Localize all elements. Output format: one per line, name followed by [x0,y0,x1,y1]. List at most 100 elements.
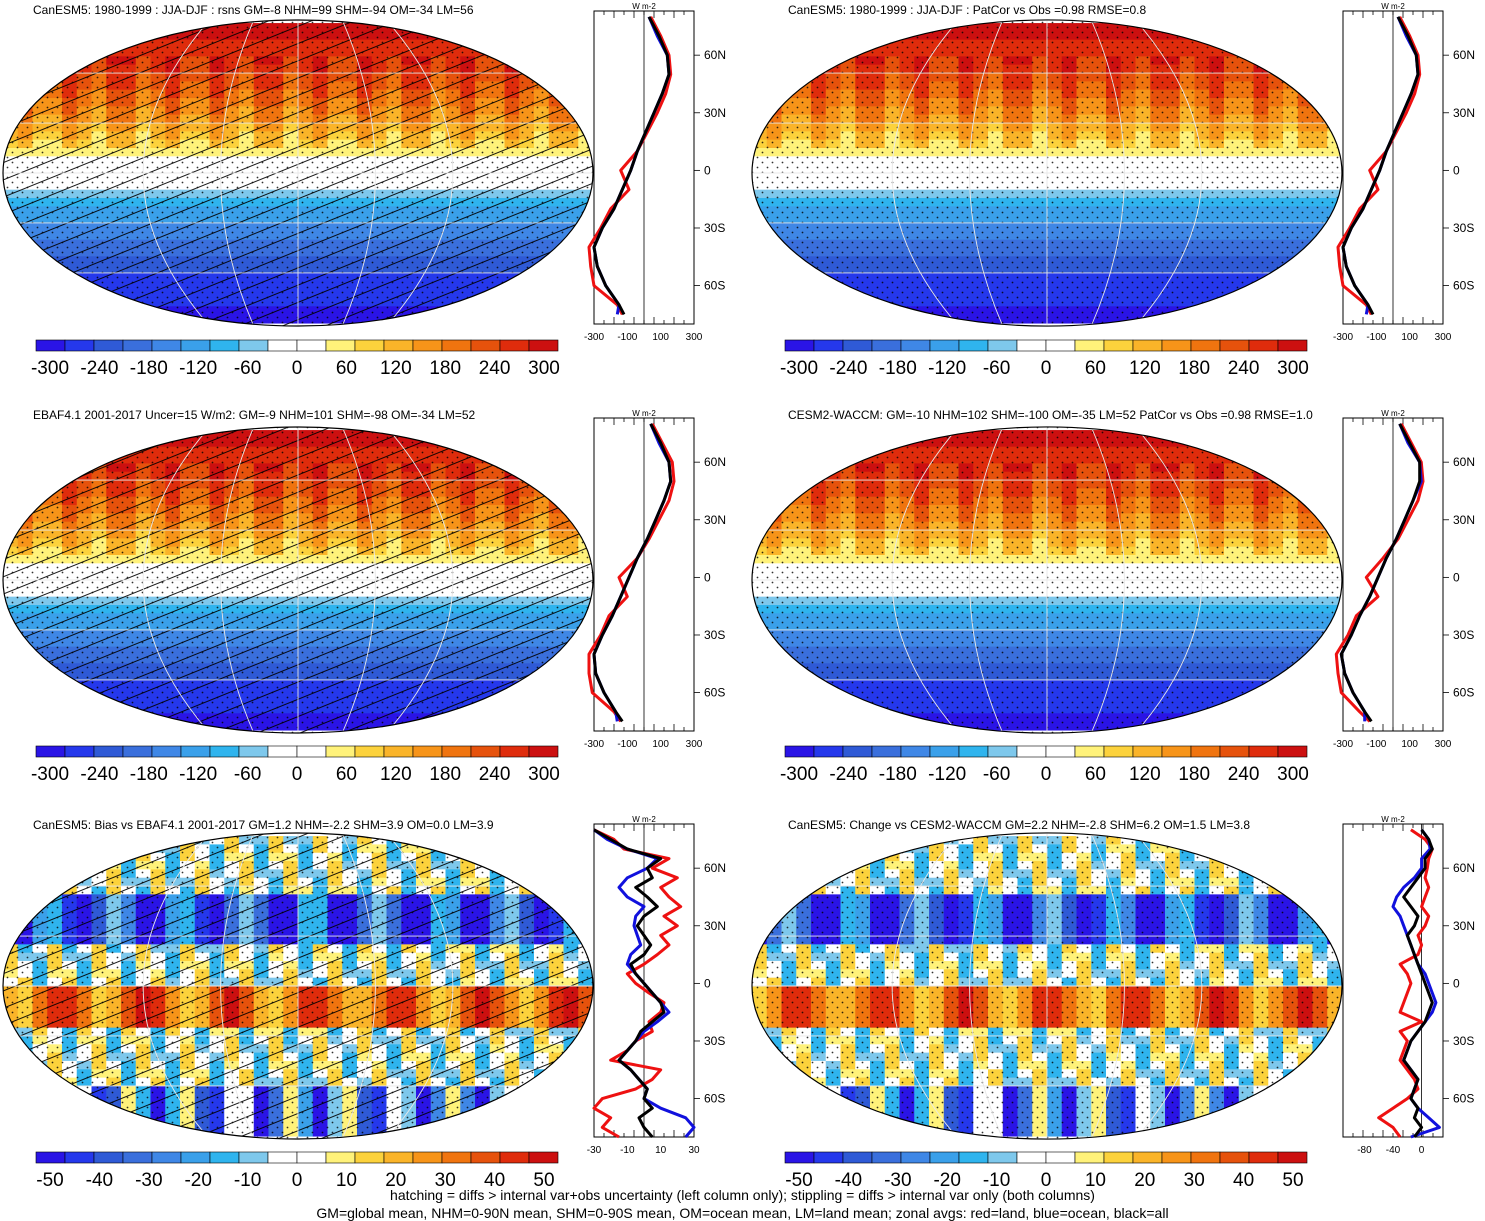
colorbar-tick-label: -60 [983,358,1010,379]
colorbar-box [209,1151,240,1164]
colorbar-box [470,1151,501,1164]
colorbar-box [987,339,1018,352]
colorbar-tick-label: -30 [884,1170,911,1191]
map [3,427,593,733]
colorbar-box [64,339,95,352]
colorbar-box [93,1151,124,1164]
colorbar-box [441,339,472,352]
colorbar-box [122,1151,153,1164]
colorbar-box [813,1151,844,1164]
colorbar-box [1277,745,1308,758]
zonal-series-all [592,16,671,316]
colorbar-tick-label: -300 [31,764,69,785]
colorbar-box [441,1151,472,1164]
panel-6: CanESM5: Change vs CESM2-WACCM GM=2.2 NH… [751,815,1475,1191]
colorbar-box [64,745,95,758]
colorbar-tick-label: -300 [780,358,818,379]
colorbar-box [209,339,240,352]
zonal-y-tick-label: 60S [704,1092,725,1106]
zonal-y-tick-label: 30N [1453,106,1475,120]
colorbar-tick-label: -120 [928,764,966,785]
colorbar-tick-label: 50 [1282,1170,1303,1191]
zonal-y-tick-label: 60S [704,279,725,293]
colorbar-tick-label: -60 [234,764,261,785]
map-outline [751,832,1343,1140]
zonal-x-tick-label: 10 [655,1145,667,1156]
colorbar-tick-label: -50 [785,1170,812,1191]
colorbar-tick-label: 0 [1041,764,1052,785]
colorbar-tick-label: -30 [135,1170,162,1191]
zonal-x-tick-label: -100 [1366,332,1386,343]
zonal-series-all [592,423,673,723]
colorbar-box [499,1151,530,1164]
zonal-plot: -300 -100 100 300 W m-2 60N 30N 0 30S 60S [584,2,726,343]
colorbar-box [900,339,931,352]
zonal-x-tick-label: -10 [620,1145,635,1156]
colorbar-box [987,745,1018,758]
colorbar-box [296,745,327,758]
colorbar-tick-label: -40 [86,1170,113,1191]
zonal-plot: -30 -10 10 30 W m-2 60N 30N 0 30S 60S [587,815,726,1156]
colorbar-box [784,339,815,352]
colorbar-box [499,339,530,352]
panel-1: CanESM5: 1980-1999 : JJA-DJF : rsns GM=-… [2,2,726,379]
zonal-plot: -300 -100 100 300 W m-2 60N 30N 0 30S 60S [584,409,726,750]
zonal-series-land [587,16,673,316]
colorbar-box [180,745,211,758]
colorbar-tick-label: 60 [336,358,357,379]
colorbar-tick-label: 180 [429,764,461,785]
zonal-x-tick-label: 100 [1401,332,1418,343]
colorbar-box [325,745,356,758]
colorbar-box [180,339,211,352]
zonal-y-tick-label: 30S [704,221,725,235]
zonal-plot: -300 -100 100 300 W m-2 60N 30N 0 30S 60S [1333,2,1475,343]
colorbar-tick-label: 300 [528,358,560,379]
colorbar-tick-label: 120 [380,764,412,785]
colorbar-box [1132,1151,1163,1164]
zonal-x-tick-label: -40 [1386,1145,1401,1156]
colorbar-box [122,745,153,758]
zonal-y-tick-label: 60N [1453,861,1475,875]
colorbar-tick-label: 180 [1178,764,1210,785]
colorbar-box [1103,1151,1134,1164]
colorbar-box [929,1151,960,1164]
zonal-x-tick-label: 300 [1435,739,1452,750]
zonal-x-tick-label: 300 [686,739,703,750]
colorbar-box [1190,339,1221,352]
zonal-y-tick-label: 60N [704,455,726,469]
colorbar-box [1219,1151,1250,1164]
colorbar-tick-label: -180 [879,358,917,379]
colorbar-tick-label: 10 [1085,1170,1106,1191]
colorbar-tick-label: -120 [179,764,217,785]
map-outline [2,19,594,327]
colorbar-tick-label: -20 [933,1170,960,1191]
colorbar-box [64,1151,95,1164]
colorbar-box [784,745,815,758]
colorbar-tick-label: 0 [1041,1170,1052,1191]
zonal-y-tick-label: 30S [1453,221,1474,235]
colorbar-tick-label: -180 [130,764,168,785]
zonal-y-tick-label: 60N [704,861,726,875]
colorbar-box [1045,339,1076,352]
map [752,832,1342,1140]
zonal-x-tick-label: -100 [1366,739,1386,750]
zonal-y-tick-label: 0 [704,570,711,584]
colorbar-box [441,745,472,758]
colorbar-tick-label: 30 [435,1170,456,1191]
colorbar-box [267,745,298,758]
zonal-series-land [587,423,676,723]
colorbar-tick-label: 240 [1228,358,1260,379]
colorbar: -300 -240 -180 -120 -60 0 60 120 180 240 300 [31,339,560,379]
colorbar-box [122,339,153,352]
zonal-x-tick-label: -300 [584,739,604,750]
colorbar-tick-label: 300 [1277,358,1309,379]
colorbar-tick-label: -240 [80,358,118,379]
zonal-y-tick-label: 60N [704,48,726,62]
zonal-y-tick-label: 30N [1453,919,1475,933]
colorbar-box [1016,745,1047,758]
colorbar-tick-label: -300 [31,358,69,379]
zonal-y-tick-label: 60N [1453,455,1475,469]
colorbar: -300 -240 -180 -120 -60 0 60 120 180 240 300 [31,745,560,785]
colorbar-box [1219,745,1250,758]
colorbar-tick-label: -180 [879,764,917,785]
